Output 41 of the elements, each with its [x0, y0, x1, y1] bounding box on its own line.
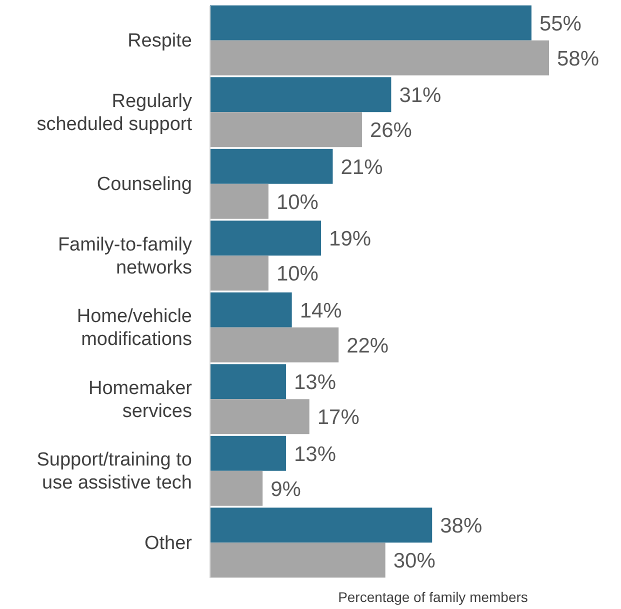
bar — [210, 470, 263, 506]
data-label: 26% — [370, 119, 412, 142]
data-label: 10% — [276, 190, 318, 214]
bar — [210, 542, 386, 578]
x-axis-title: Percentage of family members — [338, 589, 528, 605]
y-tick-label: Regularly scheduled support — [36, 90, 193, 135]
y-tick-label: Other — [144, 532, 193, 554]
y-tick-label: Family-to-family networks — [58, 234, 192, 278]
data-label: 17% — [317, 406, 360, 430]
data-label: 19% — [329, 228, 372, 251]
data-label: 13% — [294, 371, 336, 394]
bar — [210, 112, 362, 148]
bar — [210, 508, 432, 543]
data-label: 10% — [276, 262, 318, 286]
data-label: 55% — [539, 12, 582, 36]
y-tick-label: Home/vehicle modifications — [76, 306, 192, 350]
data-label: 13% — [294, 442, 336, 466]
y-tick-label: Homemaker services — [88, 378, 193, 422]
bar — [210, 399, 310, 434]
data-label: 14% — [300, 299, 342, 322]
bar — [210, 436, 286, 471]
y-tick-label: Counseling — [96, 174, 192, 196]
data-label: 9% — [270, 478, 301, 501]
data-label: 58% — [557, 47, 600, 70]
bar — [210, 256, 268, 291]
bar — [210, 5, 532, 40]
data-label: 22% — [346, 334, 389, 358]
data-label: 31% — [399, 84, 442, 108]
bar — [210, 327, 339, 362]
data-label: 21% — [340, 156, 383, 179]
bar — [210, 364, 286, 400]
data-label: 38% — [440, 514, 482, 538]
y-tick-label: Support/training to use assistive tech — [36, 450, 192, 494]
bar — [210, 148, 333, 184]
y-tick-label: Respite — [128, 30, 192, 52]
bar — [210, 184, 268, 219]
bar — [210, 77, 392, 112]
data-label: 30% — [393, 550, 436, 573]
bar — [210, 220, 322, 256]
bar — [210, 292, 292, 328]
bar — [210, 40, 549, 76]
